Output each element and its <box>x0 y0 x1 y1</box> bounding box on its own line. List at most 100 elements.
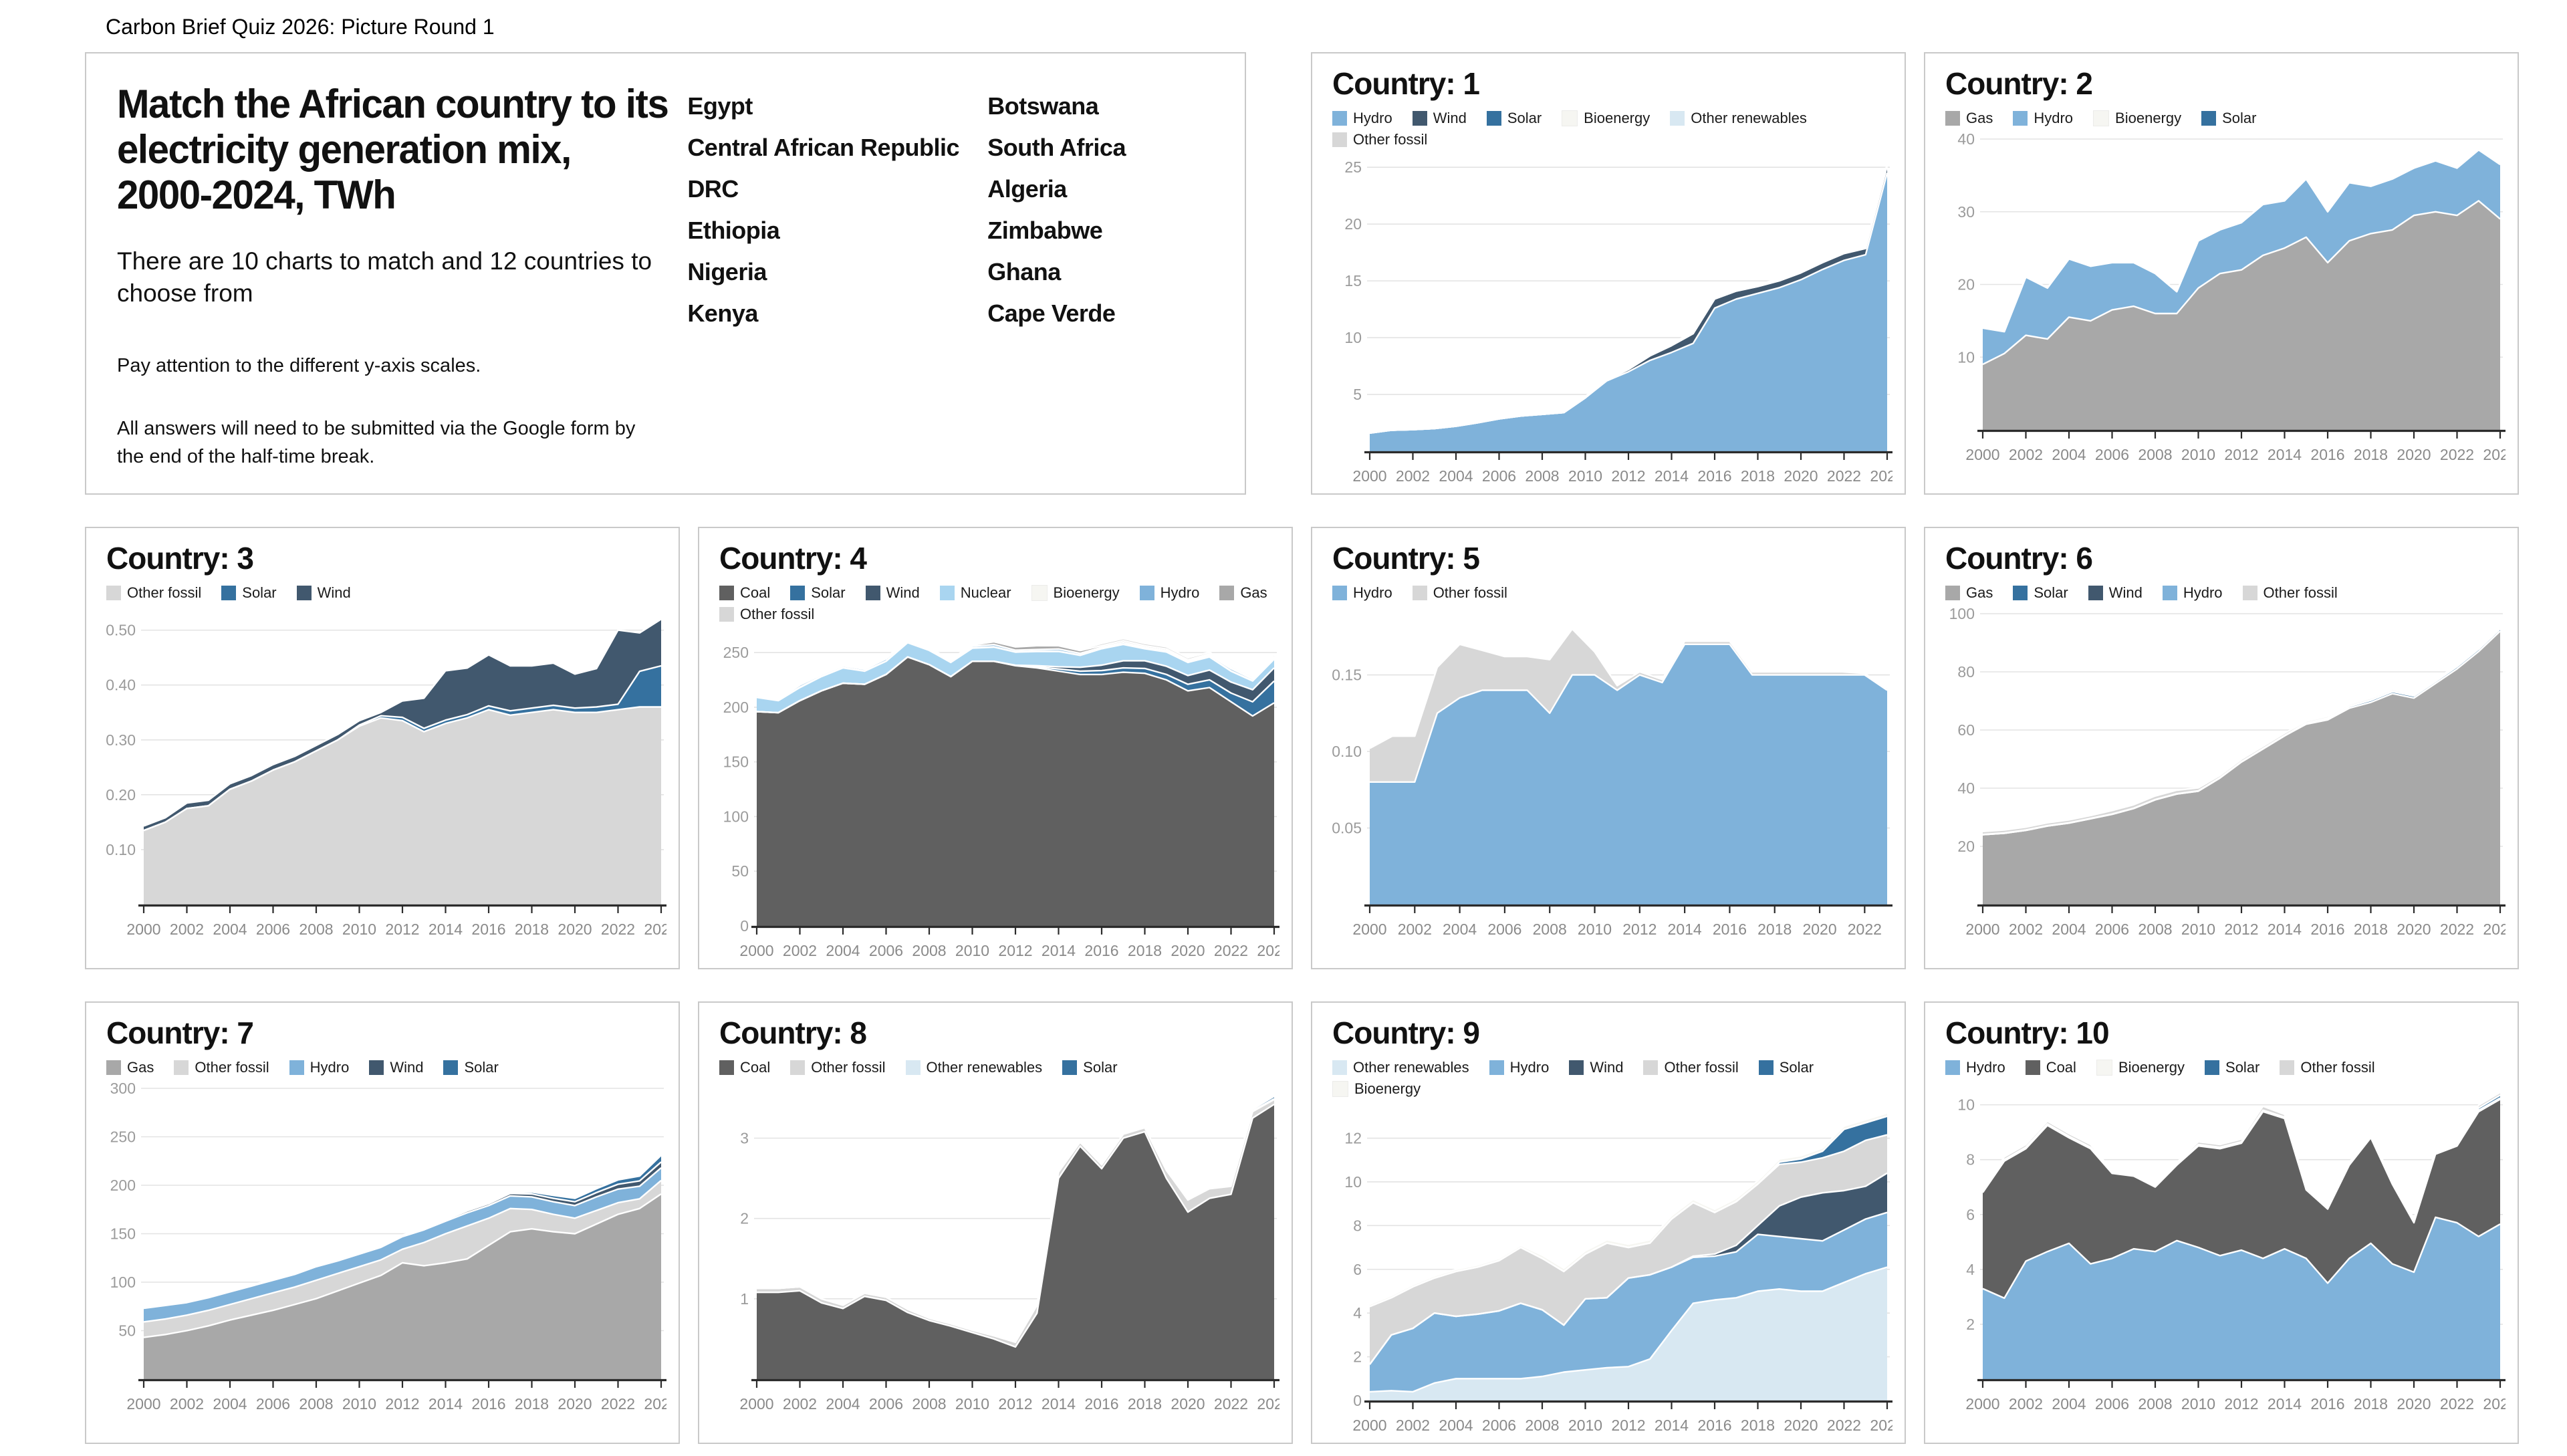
svg-text:2014: 2014 <box>429 921 463 938</box>
legend-label: Bioenergy <box>1584 110 1651 126</box>
svg-text:2002: 2002 <box>2009 921 2043 938</box>
svg-text:2008: 2008 <box>1525 467 1559 485</box>
legend-item-hydro: Hydro <box>289 1059 350 1076</box>
svg-text:2020: 2020 <box>2397 1395 2431 1413</box>
other_fossil-swatch-icon <box>719 607 734 622</box>
quiz-note-submission: All answers will need to be submitted vi… <box>117 417 636 467</box>
svg-text:40: 40 <box>1957 132 1975 148</box>
svg-text:2020: 2020 <box>2397 446 2431 463</box>
svg-text:2016: 2016 <box>471 921 505 938</box>
svg-text:0.15: 0.15 <box>1332 666 1362 684</box>
chart-legend: Gas Hydro Bioenergy Solar <box>1945 110 2504 127</box>
legend-label: Wind <box>2108 584 2143 601</box>
country-option: South Africa <box>987 133 1126 161</box>
svg-text:2022: 2022 <box>2440 921 2474 938</box>
country-option: Botswana <box>987 92 1099 120</box>
chart-title: Country: 5 <box>1332 541 1480 576</box>
chart-legend: Gas Solar Wind Hydro Other fossil <box>1945 584 2504 602</box>
country-option: Egypt <box>687 92 753 120</box>
svg-text:2018: 2018 <box>515 921 549 938</box>
bioenergy-swatch-icon <box>2093 110 2110 126</box>
svg-text:2006: 2006 <box>1482 1417 1516 1434</box>
chart-area-5: 0.05 0.10 0.15 2000 2002 2004 2006 2008 2010 2012… <box>1332 628 1892 938</box>
legend-item-bioenergy: Bioenergy <box>1031 584 1120 602</box>
svg-text:2000: 2000 <box>1352 467 1386 485</box>
solar-swatch-icon <box>2201 111 2217 126</box>
legend-label: Solar <box>1779 1059 1814 1076</box>
legend-label: Hydro <box>1353 110 1392 126</box>
svg-text:2024: 2024 <box>644 1395 666 1413</box>
legend-item-other_fossil: Other fossil <box>2242 584 2338 602</box>
coal-swatch-icon <box>719 1060 734 1075</box>
hydro-swatch-icon <box>289 1060 304 1075</box>
legend-label: Wind <box>1433 110 1467 126</box>
wind-swatch-icon <box>2088 586 2103 600</box>
quiz-note-yaxis: Pay attention to the different y-axis sc… <box>117 354 481 376</box>
country-option: Ethiopia <box>687 216 780 244</box>
legend-item-hydro: Hydro <box>2162 584 2223 602</box>
svg-text:25: 25 <box>1344 158 1362 176</box>
legend-label: Hydro <box>1509 1059 1550 1076</box>
svg-text:2008: 2008 <box>299 921 333 938</box>
svg-text:5: 5 <box>1353 386 1362 403</box>
solar-swatch-icon <box>221 586 237 600</box>
svg-text:2020: 2020 <box>1784 1417 1818 1434</box>
legend-label: Hydro <box>310 1059 350 1076</box>
legend-item-solar: Solar <box>1758 1059 1814 1076</box>
hydro-swatch-icon <box>1332 586 1347 600</box>
svg-text:2018: 2018 <box>2354 446 2388 463</box>
svg-text:2022: 2022 <box>2440 1395 2474 1413</box>
svg-text:6: 6 <box>1966 1206 1975 1223</box>
svg-text:2000: 2000 <box>1965 921 1999 938</box>
svg-text:0.50: 0.50 <box>106 622 136 639</box>
area-other_fossil <box>1370 1134 1887 1364</box>
legend-item-bioenergy: Bioenergy <box>2093 110 2181 127</box>
svg-text:60: 60 <box>1957 721 1975 739</box>
svg-text:2: 2 <box>1353 1348 1362 1366</box>
area-hydro <box>1370 172 1887 451</box>
svg-text:2022: 2022 <box>1848 921 1882 938</box>
area-other_renewables <box>1370 1267 1887 1401</box>
svg-text:2020: 2020 <box>1784 467 1818 485</box>
svg-text:2010: 2010 <box>955 942 989 959</box>
svg-text:2004: 2004 <box>1439 1417 1473 1434</box>
other_fossil-swatch-icon <box>790 1060 806 1075</box>
svg-text:2006: 2006 <box>256 1395 290 1413</box>
svg-text:150: 150 <box>110 1225 136 1243</box>
legend-item-wind: Wind <box>1412 110 1467 127</box>
svg-text:2018: 2018 <box>1741 467 1775 485</box>
chart-panel-7: Country: 7 Gas Other fossil Hydro Wind Solar 5… <box>85 1001 680 1444</box>
country-list-2: Botswana South Africa Algeria Zimbabwe Ghana… <box>987 86 1214 465</box>
svg-text:2006: 2006 <box>2095 1395 2129 1413</box>
other_renewables-swatch-icon <box>1332 1060 1347 1075</box>
legend-label: Bioenergy <box>1354 1080 1421 1097</box>
svg-text:2020: 2020 <box>558 1395 592 1413</box>
other_fossil-swatch-icon <box>1332 132 1347 147</box>
svg-text:2012: 2012 <box>385 1395 419 1413</box>
svg-text:2012: 2012 <box>998 942 1032 959</box>
area-hydro <box>1983 150 2500 365</box>
svg-text:0: 0 <box>1353 1392 1362 1409</box>
area-hydro <box>144 1167 661 1322</box>
legend-item-other_renewables: Other renewables <box>1332 1059 1469 1076</box>
chart-title: Country: 1 <box>1332 66 1480 101</box>
legend-label: Other fossil <box>127 584 202 601</box>
svg-text:2010: 2010 <box>2181 921 2215 938</box>
chart-legend: Coal Other fossil Other renewables Solar <box>719 1059 1278 1076</box>
legend-item-hydro: Hydro <box>1332 584 1392 602</box>
legend-label: Coal <box>740 1059 771 1076</box>
svg-text:2000: 2000 <box>1352 1417 1386 1434</box>
solar-swatch-icon <box>2013 586 2028 600</box>
svg-text:2002: 2002 <box>783 1395 817 1413</box>
svg-text:2016: 2016 <box>1084 1395 1118 1413</box>
other_fossil-swatch-icon <box>2242 586 2257 600</box>
area-coal <box>1983 1099 2500 1298</box>
svg-text:2024: 2024 <box>2483 446 2505 463</box>
other_fossil-swatch-icon <box>1643 1060 1659 1075</box>
svg-text:250: 250 <box>110 1128 136 1146</box>
svg-text:2018: 2018 <box>2354 1395 2388 1413</box>
svg-text:4: 4 <box>1353 1304 1362 1322</box>
legend-label: Other fossil <box>1433 584 1507 601</box>
area-other_fossil <box>144 707 661 904</box>
area-solar <box>757 656 1274 716</box>
